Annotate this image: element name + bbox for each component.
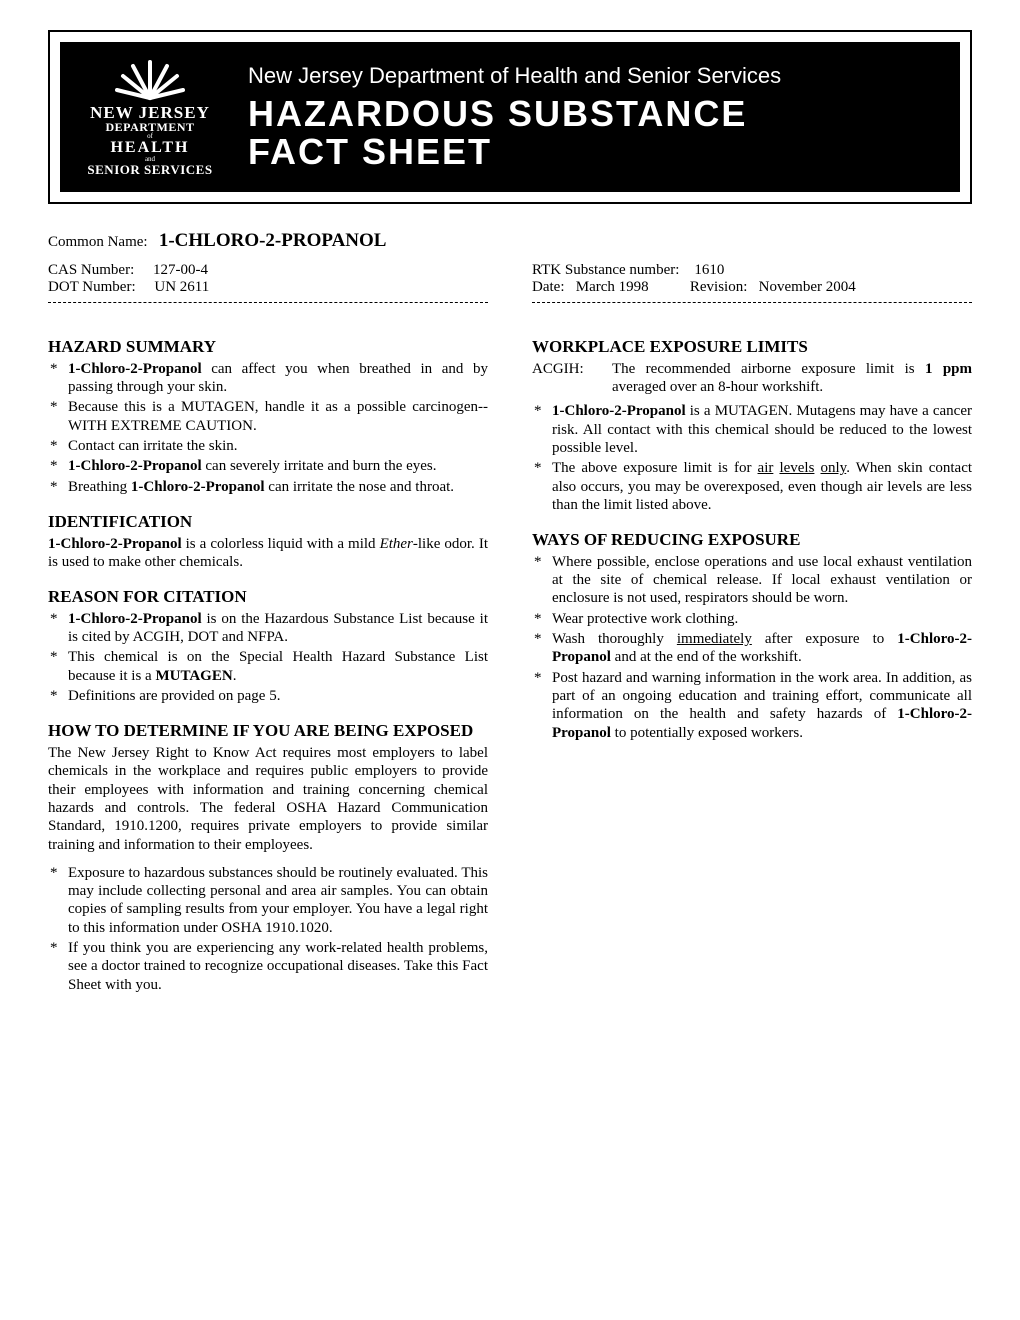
meta-row: CAS Number: 127-00-4 DOT Number: UN 2611…: [48, 262, 972, 303]
limits-heading: WORKPLACE EXPOSURE LIMITS: [532, 337, 972, 358]
rev-value: November 2004: [759, 279, 856, 295]
rev-label: Revision:: [690, 279, 748, 295]
hazard-list: 1-Chloro-2-Propanol can affect you when …: [48, 360, 488, 496]
cas-value: 127-00-4: [153, 262, 208, 278]
common-name-value: 1-CHLORO-2-PROPANOL: [159, 230, 387, 251]
sunburst-icon: [115, 58, 185, 102]
rtk-value: 1610: [694, 262, 724, 278]
logo-text: NEW JERSEY DEPARTMENT of HEALTH and SENI…: [87, 104, 212, 176]
cas-label: CAS Number:: [48, 262, 134, 278]
header-titles: New Jersey Department of Health and Seni…: [230, 63, 940, 171]
hazard-item: 1-Chloro-2-Propanol can severely irritat…: [48, 457, 488, 475]
howto-heading: HOW TO DETERMINE IF YOU ARE BEING EXPOSE…: [48, 721, 488, 742]
logo-line-health: HEALTH: [87, 140, 212, 156]
ways-list: Where possible, enclose operations and u…: [532, 553, 972, 742]
dash-rule-right: [532, 302, 972, 303]
acgih-label: ACGIH:: [532, 360, 612, 397]
howto-body: The New Jersey Right to Know Act require…: [48, 744, 488, 854]
ident-c: Ether: [380, 536, 413, 552]
acgih-row: ACGIH: The recommended airborne exposure…: [532, 360, 972, 397]
ways-item: Wear protective work clothing.: [532, 610, 972, 628]
acgih-b: 1 ppm: [925, 361, 972, 377]
hazard-item: 1-Chloro-2-Propanol can affect you when …: [48, 360, 488, 397]
ident-a: 1-Chloro-2-Propanol: [48, 536, 182, 552]
howto-item: Exposure to hazardous substances should …: [48, 864, 488, 937]
limits-list: 1-Chloro-2-Propanol is a MUTAGEN. Mutage…: [532, 402, 972, 514]
ways-item: Post hazard and warning information in t…: [532, 669, 972, 742]
identification-body: 1-Chloro-2-Propanol is a colorless liqui…: [48, 535, 488, 572]
common-name-line: Common Name: 1-CHLORO-2-PROPANOL: [48, 230, 972, 252]
header-title-line1: HAZARDOUS SUBSTANCE: [248, 95, 940, 133]
limits-item: The above exposure limit is for air leve…: [532, 459, 972, 514]
header-title-line2: FACT SHEET: [248, 133, 940, 171]
logo-line-senior: SENIOR SERVICES: [87, 163, 212, 176]
acgih-c: averaged over an 8-hour workshift.: [612, 379, 823, 395]
date-line: Date: March 1998 Revision: November 2004: [532, 279, 972, 296]
header-band: NEW JERSEY DEPARTMENT of HEALTH and SENI…: [48, 30, 972, 204]
dash-rule-left: [48, 302, 488, 303]
page: NEW JERSEY DEPARTMENT of HEALTH and SENI…: [0, 0, 1020, 1040]
cas-line: CAS Number: 127-00-4: [48, 262, 488, 279]
acgih-body: The recommended airborne exposure limit …: [612, 360, 972, 397]
reason-heading: REASON FOR CITATION: [48, 587, 488, 608]
howto-list: Exposure to hazardous substances should …: [48, 864, 488, 994]
reason-item: Definitions are provided on page 5.: [48, 687, 488, 705]
howto-item: If you think you are experiencing any wo…: [48, 939, 488, 994]
date-label: Date:: [532, 279, 564, 295]
reason-item: This chemical is on the Special Health H…: [48, 648, 488, 685]
header-inner: NEW JERSEY DEPARTMENT of HEALTH and SENI…: [60, 42, 960, 192]
hazard-summary-heading: HAZARD SUMMARY: [48, 337, 488, 358]
reason-list: 1-Chloro-2-Propanol is on the Hazardous …: [48, 610, 488, 705]
dot-line: DOT Number: UN 2611: [48, 279, 488, 296]
nj-health-logo: NEW JERSEY DEPARTMENT of HEALTH and SENI…: [70, 52, 230, 182]
right-column: WORKPLACE EXPOSURE LIMITS ACGIH: The rec…: [532, 321, 972, 1000]
left-column: HAZARD SUMMARY 1-Chloro-2-Propanol can a…: [48, 321, 488, 1000]
ways-item: Where possible, enclose operations and u…: [532, 553, 972, 608]
acgih-a: The recommended airborne exposure limit …: [612, 361, 925, 377]
meta-right: RTK Substance number: 1610 Date: March 1…: [532, 262, 972, 303]
date-value: March 1998: [576, 279, 649, 295]
dot-label: DOT Number:: [48, 279, 136, 295]
ident-b: is a colorless liquid with a mild: [182, 536, 380, 552]
header-kicker: New Jersey Department of Health and Seni…: [248, 63, 940, 89]
reason-item: 1-Chloro-2-Propanol is on the Hazardous …: [48, 610, 488, 647]
meta-left: CAS Number: 127-00-4 DOT Number: UN 2611: [48, 262, 488, 303]
ways-heading: WAYS OF REDUCING EXPOSURE: [532, 530, 972, 551]
hazard-item: Breathing 1-Chloro-2-Propanol can irrita…: [48, 478, 488, 496]
hazard-item: Contact can irritate the skin.: [48, 437, 488, 455]
identification-heading: IDENTIFICATION: [48, 512, 488, 533]
body-columns: HAZARD SUMMARY 1-Chloro-2-Propanol can a…: [48, 321, 972, 1000]
rtk-line: RTK Substance number: 1610: [532, 262, 972, 279]
limits-item: 1-Chloro-2-Propanol is a MUTAGEN. Mutage…: [532, 402, 972, 457]
common-name-label: Common Name:: [48, 234, 148, 250]
rtk-label: RTK Substance number:: [532, 262, 679, 278]
dot-value: UN 2611: [154, 279, 209, 295]
logo-line-nj: NEW JERSEY: [87, 104, 212, 121]
ways-item: Wash thoroughly immediately after exposu…: [532, 630, 972, 667]
hazard-item: Because this is a MUTAGEN, handle it as …: [48, 398, 488, 435]
